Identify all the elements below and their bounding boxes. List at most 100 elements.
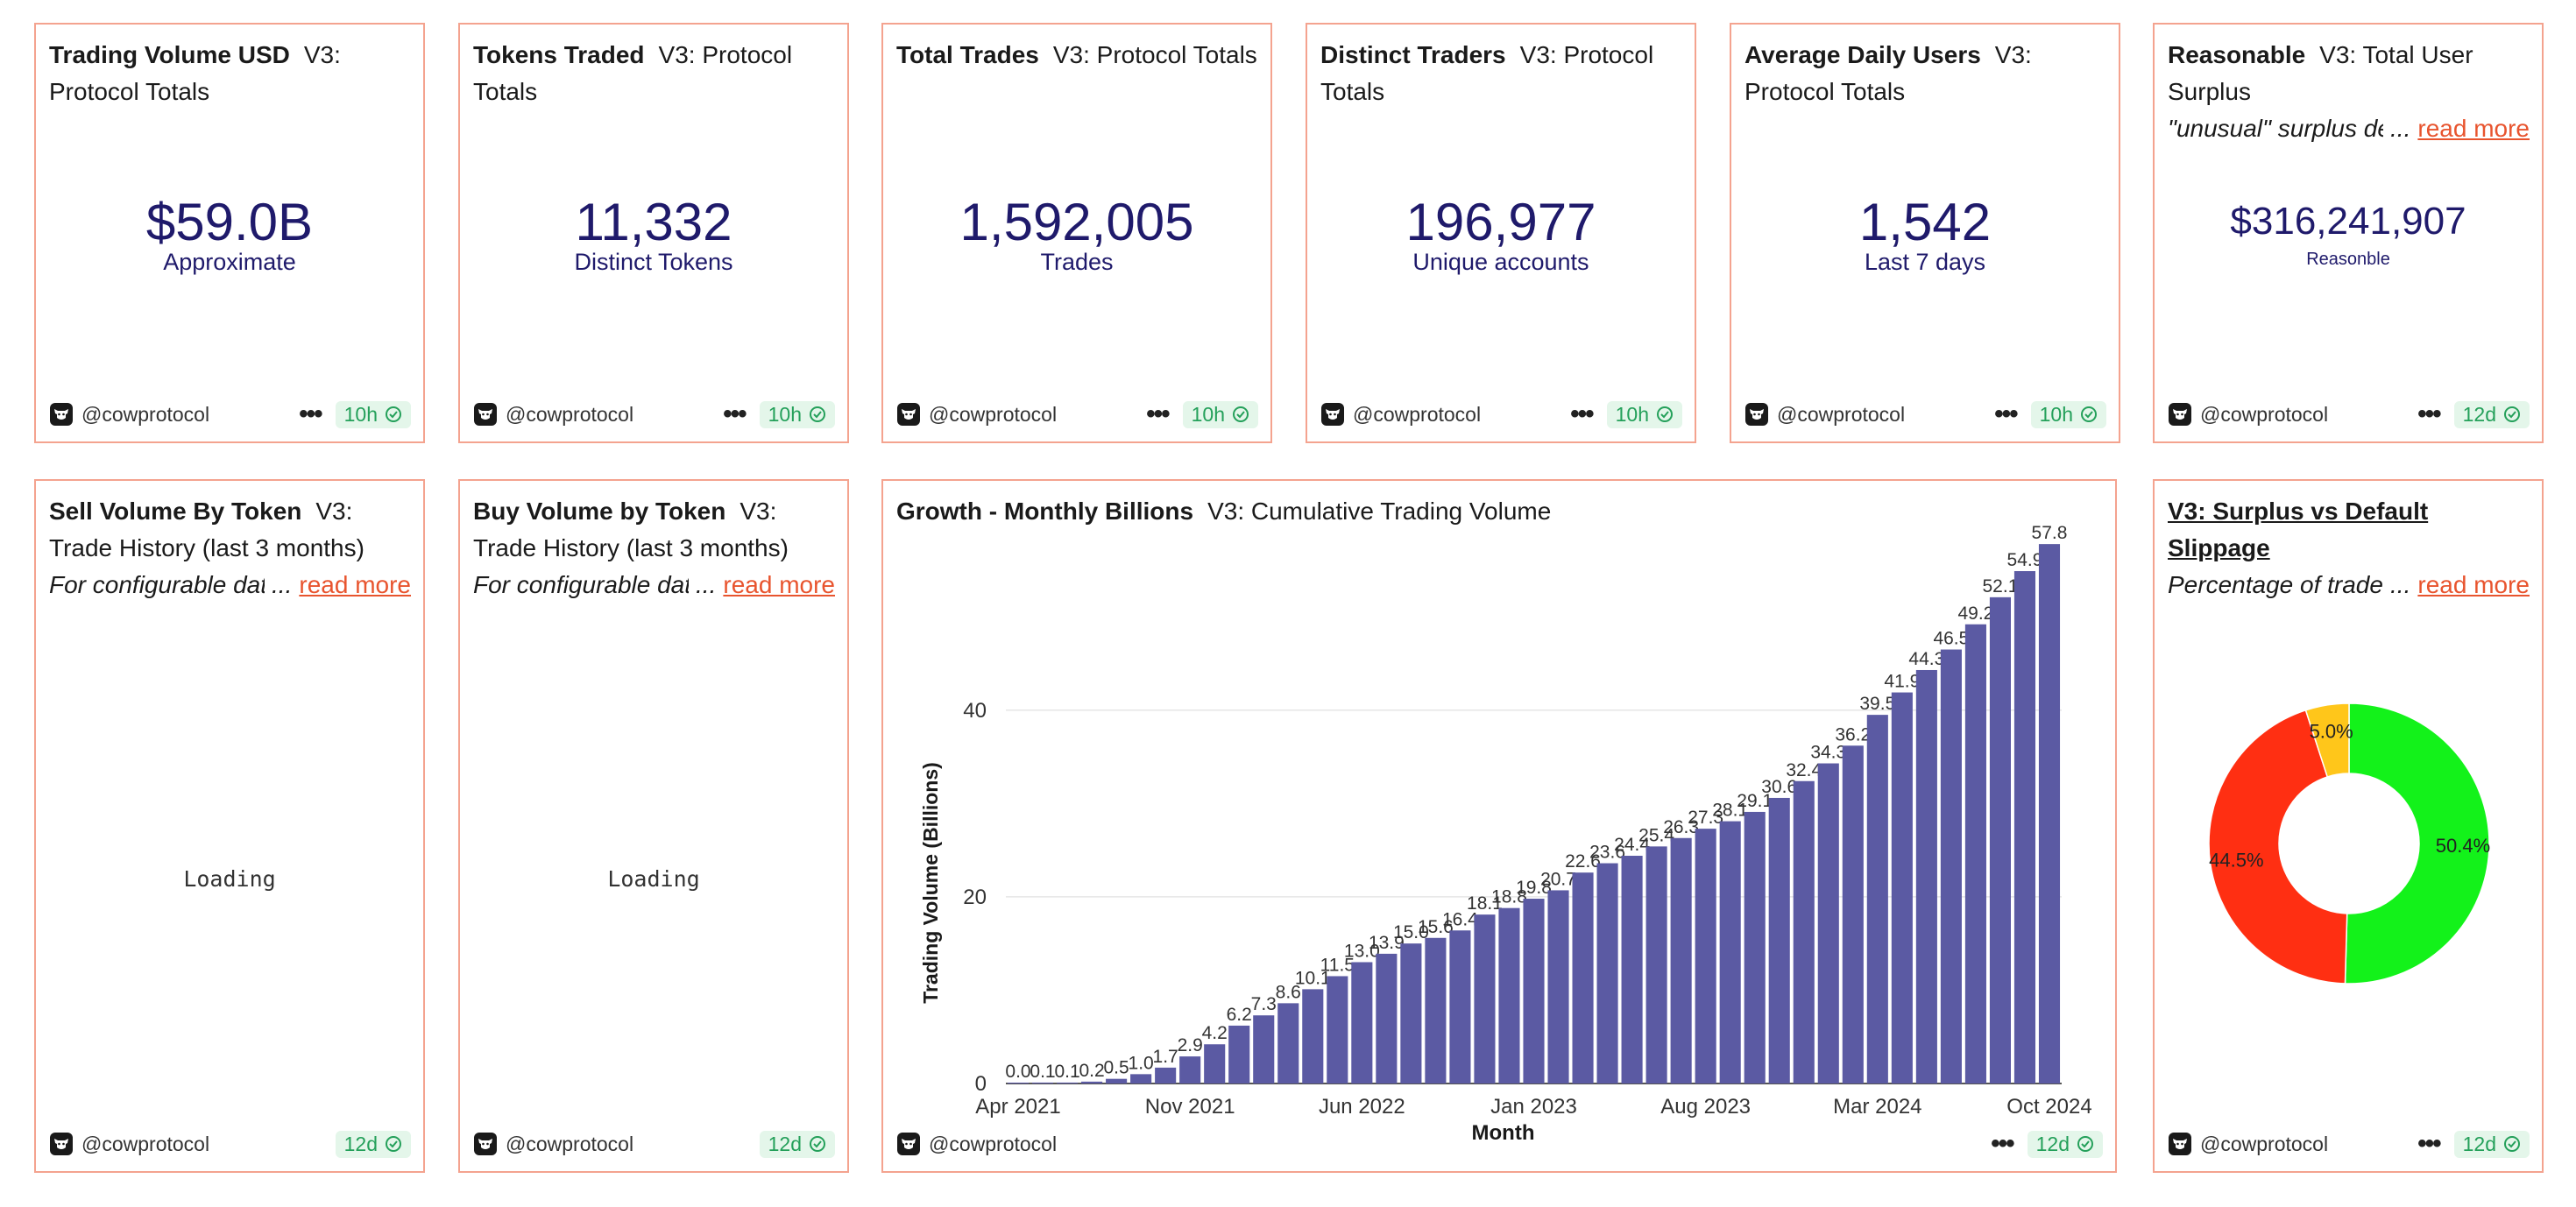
owner-link[interactable]: @cowprotocol bbox=[1745, 403, 1905, 427]
bar-data-label: 24.4 bbox=[1614, 835, 1650, 855]
owner-link[interactable]: @cowprotocol bbox=[897, 1133, 1057, 1156]
more-options-icon[interactable]: ••• bbox=[723, 399, 747, 428]
refresh-age-badge[interactable]: 12d bbox=[2453, 1130, 2530, 1158]
card-title[interactable]: Tokens Traded bbox=[473, 41, 645, 68]
card-query-name[interactable]: V3: Protocol Totals bbox=[1320, 41, 1654, 105]
card-title[interactable]: Average Daily Users bbox=[1744, 41, 1981, 68]
bar-data-label: 54.9 bbox=[2007, 550, 2043, 570]
bar bbox=[1719, 821, 1741, 1083]
refresh-age: 10h bbox=[1615, 402, 1649, 426]
bar bbox=[1081, 1081, 1103, 1083]
read-more-link[interactable]: read more bbox=[2417, 115, 2530, 142]
read-more-link[interactable]: read more bbox=[2417, 571, 2530, 598]
counter-label: Last 7 days bbox=[1864, 249, 1986, 275]
more-options-icon[interactable]: ••• bbox=[2417, 1129, 2441, 1158]
refresh-age-badge[interactable]: 10h bbox=[335, 400, 411, 428]
card-query-name[interactable]: V3: Trade History (last 3 months) bbox=[473, 498, 789, 561]
bar-data-label: 0.5 bbox=[1104, 1058, 1129, 1078]
bar-data-label: 19.8 bbox=[1516, 878, 1552, 898]
bar-data-label: 16.4 bbox=[1442, 909, 1478, 929]
owner-name: @cowprotocol bbox=[2200, 402, 2329, 426]
more-options-icon[interactable]: ••• bbox=[1994, 399, 2018, 428]
read-more-link[interactable]: read more bbox=[299, 571, 411, 598]
owner-name: @cowprotocol bbox=[506, 1132, 634, 1155]
card-query-name[interactable]: V3: Protocol Totals bbox=[49, 41, 341, 105]
card-header: V3: Surplus vs Default Slippage Percenta… bbox=[2168, 493, 2530, 604]
more-options-icon[interactable]: ••• bbox=[299, 399, 322, 428]
refresh-age-badge[interactable]: 10h bbox=[1182, 400, 1258, 428]
bar bbox=[1425, 937, 1447, 1083]
counter-label: Unique accounts bbox=[1412, 249, 1589, 275]
bar-data-label: 0.1 bbox=[1054, 1062, 1079, 1082]
bar-data-label: 52.1 bbox=[1983, 576, 2019, 596]
counter-label: Reasonble bbox=[2306, 250, 2390, 269]
cow-logo-icon bbox=[1745, 403, 1768, 426]
y-tick-label: 40 bbox=[963, 699, 987, 723]
card-query-name[interactable]: V3: Cumulative Trading Volume bbox=[1207, 498, 1552, 525]
read-more-link[interactable]: read more bbox=[723, 571, 835, 598]
slice-label: 5.0% bbox=[2310, 721, 2353, 743]
card-query-name[interactable]: V3: Protocol Totals bbox=[473, 41, 793, 105]
card-query-name[interactable]: V3: Trade History (last 3 months) bbox=[49, 498, 364, 561]
refresh-age-badge[interactable]: 12d bbox=[2027, 1130, 2103, 1158]
owner-link[interactable]: @cowprotocol bbox=[50, 1133, 209, 1156]
bar-data-label: 15.6 bbox=[1418, 917, 1454, 937]
card-title[interactable]: Trading Volume USD bbox=[49, 41, 290, 68]
card-description: Percentage of trades... read more bbox=[2168, 567, 2530, 604]
bar bbox=[1572, 872, 1594, 1083]
refresh-age: 10h bbox=[768, 402, 802, 426]
card-tokens-traded: Tokens Traded V3: Protocol Totals 11,332 … bbox=[458, 23, 849, 443]
bar-data-label: 4.2 bbox=[1202, 1023, 1228, 1043]
card-header: Total Trades V3: Protocol Totals bbox=[896, 37, 1258, 74]
check-circle-icon bbox=[2077, 1136, 2093, 1152]
owner-link[interactable]: @cowprotocol bbox=[50, 403, 209, 427]
bar bbox=[1817, 763, 1839, 1083]
owner-link[interactable]: @cowprotocol bbox=[474, 403, 633, 427]
owner-link[interactable]: @cowprotocol bbox=[1321, 403, 1481, 427]
bar-data-label: 18.8 bbox=[1491, 887, 1527, 907]
card-title[interactable]: Distinct Traders bbox=[1320, 41, 1506, 68]
bar-data-label: 7.3 bbox=[1251, 994, 1277, 1014]
bar-data-label: 49.2 bbox=[1957, 604, 1993, 624]
card-footer: @cowprotocol ••• 10h bbox=[1745, 399, 2106, 429]
card-title[interactable]: Total Trades bbox=[896, 41, 1039, 68]
bar-data-label: 10.1 bbox=[1295, 968, 1331, 988]
card-title[interactable]: Buy Volume by Token bbox=[473, 498, 726, 525]
card-query-name[interactable]: V3: Protocol Totals bbox=[1052, 41, 1257, 68]
description-ellipsis: ... bbox=[696, 571, 717, 598]
owner-link[interactable]: @cowprotocol bbox=[2169, 1133, 2328, 1156]
card-query-name[interactable]: V3: Total User Surplus bbox=[2168, 41, 2473, 105]
card-query-name[interactable]: V3: Protocol Totals bbox=[1744, 41, 2032, 105]
refresh-age-badge[interactable]: 10h bbox=[1606, 400, 1682, 428]
card-title[interactable]: V3: Surplus vs Default Slippage bbox=[2168, 498, 2429, 561]
refresh-age-badge[interactable]: 12d bbox=[335, 1130, 411, 1158]
card-title[interactable]: Growth - Monthly Billions bbox=[896, 498, 1194, 525]
owner-link[interactable]: @cowprotocol bbox=[2169, 403, 2328, 427]
owner-link[interactable]: @cowprotocol bbox=[474, 1133, 633, 1156]
bar bbox=[1130, 1074, 1152, 1083]
owner-link[interactable]: @cowprotocol bbox=[897, 403, 1057, 427]
bar bbox=[1253, 1015, 1275, 1083]
refresh-age-badge[interactable]: 12d bbox=[2453, 400, 2530, 428]
card-title[interactable]: Reasonable bbox=[2168, 41, 2306, 68]
card-header: Reasonable V3: Total User Surplus "unusua… bbox=[2168, 37, 2530, 147]
more-options-icon[interactable]: ••• bbox=[1991, 1129, 2014, 1158]
cow-logo-icon bbox=[474, 1133, 497, 1155]
loading-text: Loading bbox=[607, 866, 700, 892]
card-title[interactable]: Sell Volume By Token bbox=[49, 498, 302, 525]
more-options-icon[interactable]: ••• bbox=[1146, 399, 1170, 428]
more-options-icon[interactable]: ••• bbox=[2417, 399, 2441, 428]
refresh-age-badge[interactable]: 10h bbox=[2030, 400, 2106, 428]
card-sell-volume: Sell Volume By Token V3: Trade History (l… bbox=[34, 479, 425, 1173]
card-header: Trading Volume USD V3: Protocol Totals bbox=[49, 37, 411, 110]
surplus-donut-chart: 50.4% 44.5% 5.0% bbox=[2208, 702, 2490, 985]
more-options-icon[interactable]: ••• bbox=[1570, 399, 1594, 428]
bar-data-label: 32.4 bbox=[1786, 760, 1822, 780]
refresh-age-badge[interactable]: 10h bbox=[759, 400, 835, 428]
bar bbox=[1523, 899, 1545, 1083]
check-circle-icon bbox=[810, 406, 825, 422]
card-total-trades: Total Trades V3: Protocol Totals 1,592,00… bbox=[881, 23, 1272, 443]
donut-slice bbox=[2304, 702, 2350, 778]
refresh-age-badge[interactable]: 12d bbox=[759, 1130, 835, 1158]
counter-value: 11,332 bbox=[575, 193, 732, 251]
